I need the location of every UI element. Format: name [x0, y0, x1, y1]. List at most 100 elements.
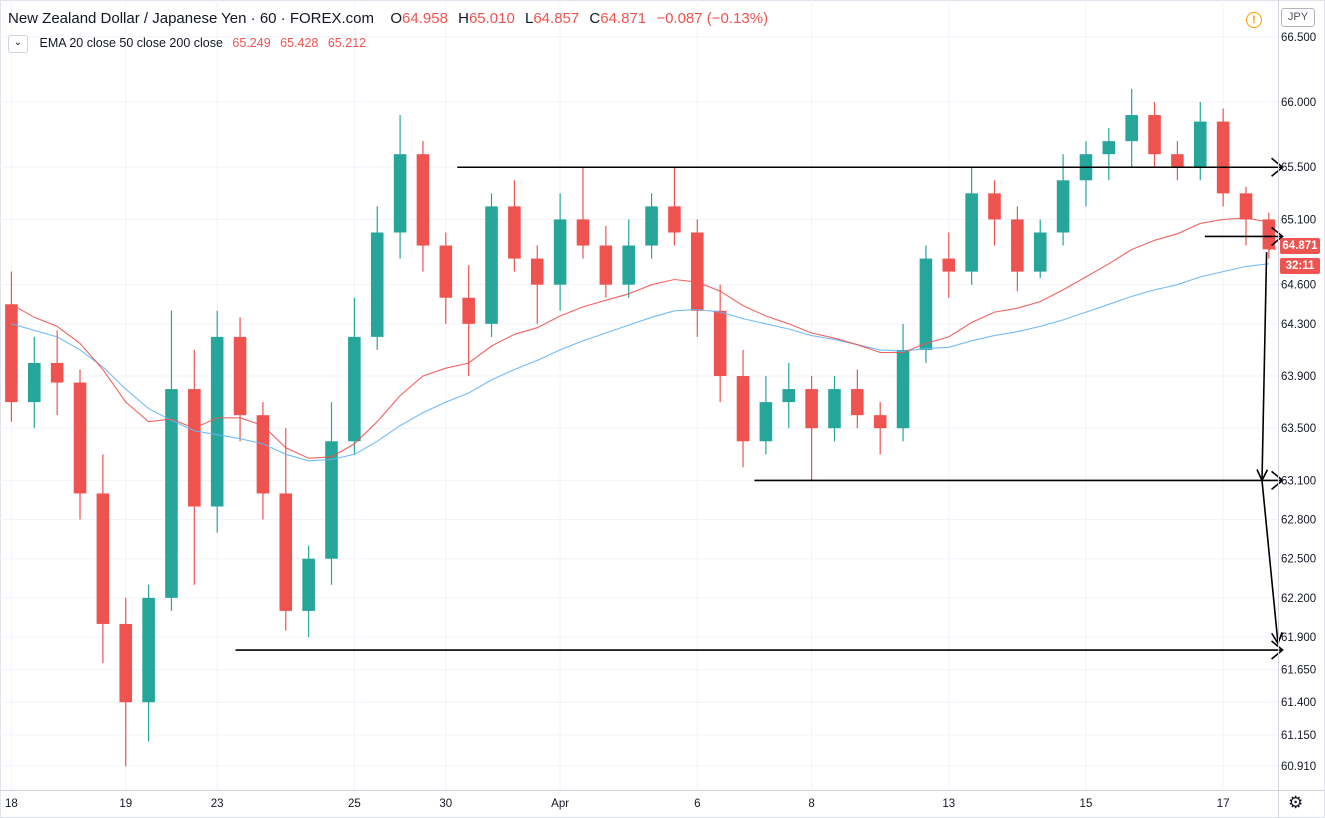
candle-body: [348, 336, 361, 442]
price-tick-label: 65.100: [1281, 214, 1316, 226]
candle-body: [873, 415, 887, 429]
ema20-value: 65.249: [232, 36, 271, 51]
candle-body: [50, 362, 64, 383]
candle-body: [805, 389, 818, 429]
candle-body: [370, 232, 384, 337]
time-tick-label: 23: [211, 798, 224, 810]
ema50-value: 65.428: [280, 36, 319, 51]
candle-body: [302, 558, 315, 611]
time-tick-label: 13: [942, 798, 955, 810]
time-tick-label: 25: [348, 798, 361, 810]
time-tick-label: 6: [694, 798, 700, 810]
price-tick-label: 63.100: [1281, 475, 1316, 487]
candle-body: [576, 219, 590, 246]
candle-body: [988, 193, 1001, 220]
candle-body: [325, 441, 338, 559]
price-tick-label: 62.200: [1281, 593, 1316, 605]
price-tick-label: 62.800: [1281, 515, 1316, 527]
candle-body: [713, 310, 727, 377]
candle-body: [1125, 115, 1138, 142]
arrow-head: [1271, 157, 1284, 177]
candle-body: [896, 349, 910, 429]
candle-body: [668, 206, 681, 233]
candle-body: [1193, 121, 1207, 168]
candle-body: [416, 154, 430, 246]
candle-body: [1011, 219, 1024, 272]
chevron-down-icon[interactable]: ⌄: [8, 35, 28, 53]
candle-body: [782, 389, 796, 403]
time-tick-label: 15: [1080, 798, 1093, 810]
ohlc-change: −0.087 (−0.13%): [656, 10, 769, 27]
candle-body: [1239, 193, 1253, 220]
price-tick-label: 64.300: [1281, 319, 1316, 331]
price-tick-label: 66.500: [1281, 32, 1316, 44]
projection-arrow-head: [1256, 469, 1269, 483]
projection-path: [1261, 252, 1279, 644]
candle-body: [165, 389, 178, 598]
candle-body: [553, 219, 567, 285]
candle-body: [1102, 141, 1116, 155]
price-tick-label: 61.650: [1281, 665, 1316, 677]
countdown-tag: 32:11: [1280, 258, 1320, 274]
candle-body: [1056, 180, 1070, 233]
indicator-legend: ⌄ EMA 20 close 50 close 200 close 65.249…: [8, 35, 372, 53]
time-tick-label: 18: [5, 798, 18, 810]
candle-body: [1148, 115, 1161, 155]
candle-body: [73, 382, 87, 494]
gear-icon[interactable]: ⚙: [1288, 793, 1304, 812]
ema-label[interactable]: EMA 20 close 50 close 200 close: [39, 36, 223, 51]
candle-body: [691, 232, 704, 311]
candle-body: [530, 258, 544, 285]
price-tick-label: 64.600: [1281, 280, 1316, 292]
candle-body: [393, 154, 407, 233]
arrow-head: [1271, 640, 1284, 660]
warning-icon[interactable]: !: [1246, 12, 1262, 28]
price-tick-label: 66.000: [1281, 97, 1316, 109]
candle-body: [508, 206, 521, 259]
candle-body: [439, 245, 453, 298]
candle-body: [96, 493, 110, 624]
candle-body: [485, 206, 498, 324]
candle-body: [188, 389, 201, 507]
price-tick-label: 61.150: [1281, 730, 1316, 742]
candle-body: [622, 245, 635, 285]
candle-body: [851, 389, 864, 416]
ema20-line: [11, 217, 1269, 459]
candle-body: [919, 258, 933, 350]
candle-body: [965, 193, 978, 272]
currency-badge[interactable]: JPY: [1281, 8, 1315, 27]
price-tick-label: 65.500: [1281, 162, 1316, 174]
ohlc-high: H65.010: [458, 10, 515, 27]
price-tick-label: 60.910: [1281, 761, 1316, 773]
candle-body: [759, 402, 773, 442]
ohlc-close: C64.871: [589, 10, 647, 27]
candle-body: [828, 389, 841, 429]
last-price-tag: 64.871: [1280, 238, 1320, 254]
candle-body: [279, 493, 293, 611]
ema200-value: 65.212: [327, 36, 367, 51]
ema50-line: [11, 263, 1269, 462]
candle-body: [1171, 154, 1184, 168]
time-tick-label: Apr: [551, 798, 569, 810]
ohlc-open: O64.958: [390, 10, 448, 27]
candle-body: [942, 258, 956, 272]
price-tick-label: 63.500: [1281, 423, 1316, 435]
ohlc-low: L64.857: [525, 10, 580, 27]
arrow-head: [1271, 226, 1284, 247]
symbol-legend: New Zealand Dollar / Japanese Yen · 60 ·…: [8, 10, 774, 27]
time-tick-label: 30: [439, 798, 452, 810]
price-tick-label: 63.900: [1281, 371, 1316, 383]
price-tick-label: 61.900: [1281, 632, 1316, 644]
candle-body: [256, 415, 270, 494]
candle-body: [462, 297, 475, 324]
candle-body: [1033, 232, 1047, 272]
candle-body: [599, 245, 613, 285]
symbol-title: New Zealand Dollar / Japanese Yen · 60 ·…: [8, 10, 375, 27]
drawings[interactable]: [235, 157, 1284, 660]
time-tick-label: 8: [808, 798, 814, 810]
candle-body: [142, 597, 155, 703]
candle-body: [736, 376, 750, 442]
candle-body: [210, 336, 224, 507]
